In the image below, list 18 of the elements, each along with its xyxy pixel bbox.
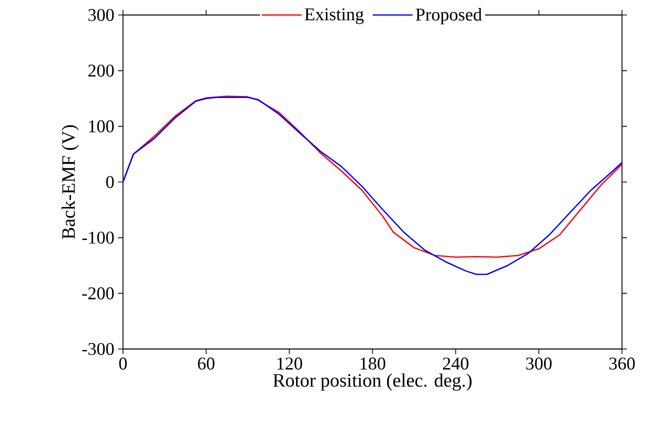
y-tick-label: 300	[88, 8, 114, 22]
x-tick-label: 300	[526, 358, 552, 370]
y-tick-label: -300	[82, 342, 114, 356]
x-tick-label: 120	[277, 358, 302, 370]
y-tick-label: 0	[106, 176, 114, 188]
y-tick-label: 200	[88, 64, 114, 77]
y-tick-label: 100	[89, 120, 114, 132]
legend-label: Existing	[304, 8, 364, 24]
y-tick-label: -100	[82, 232, 114, 244]
x-tick-label: 60	[198, 358, 214, 370]
x-tick-label: 360	[609, 358, 635, 370]
x-tick-label: 0	[119, 358, 127, 370]
y-axis-title: Back-EMF (V)	[62, 125, 79, 240]
x-tick-label: 180	[360, 358, 386, 370]
y-tick-label: -200	[82, 287, 114, 300]
x-tick-label: 240	[443, 358, 468, 370]
legend-label: Proposed	[416, 8, 482, 24]
x-axis-title: Rotor position (elec. deg.)	[273, 373, 472, 391]
